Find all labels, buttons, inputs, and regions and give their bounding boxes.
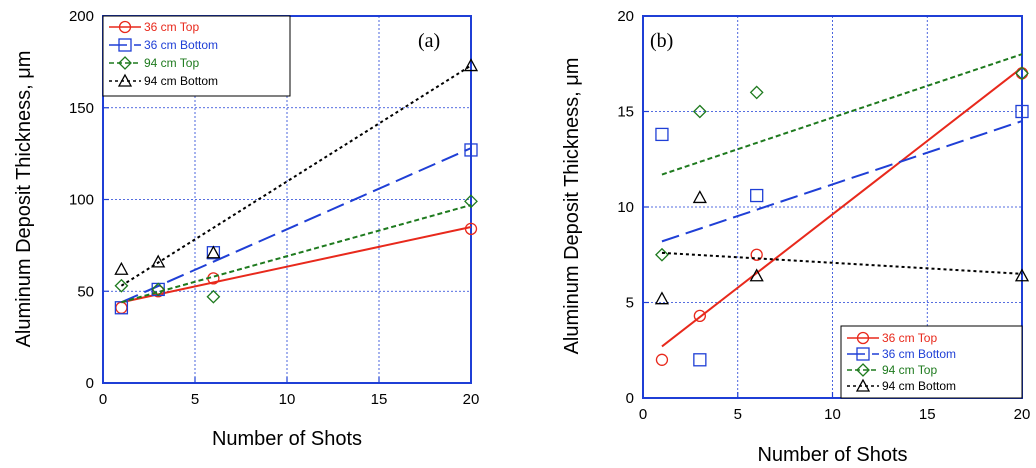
data-point: [693, 309, 706, 323]
x-tick-label: 20: [1014, 406, 1031, 423]
data-point: [151, 254, 166, 268]
series-94-cm-bottom: [114, 58, 479, 287]
data-point: [749, 85, 764, 100]
x-tick-label: 0: [99, 391, 107, 408]
data-point: [750, 248, 763, 261]
legend-label: 94 cm Top: [144, 56, 199, 70]
data-point: [749, 268, 764, 282]
legend-label: 94 cm Top: [882, 363, 937, 377]
legend-label: 36 cm Top: [882, 331, 937, 345]
fit-line: [661, 66, 1023, 348]
y-tick-label: 15: [617, 104, 634, 121]
fit-line: [661, 251, 1023, 275]
y-tick-label: 10: [617, 199, 634, 216]
x-tick-label: 10: [279, 391, 296, 408]
chart-panel-b: 0 5 10 15 20 0 5 10 15 20 Number of Shots Aluminum …: [561, 8, 1030, 466]
series-94-cm-top: [114, 194, 478, 304]
data-point: [463, 58, 479, 72]
fit-line: [121, 226, 472, 304]
y-tick-label: 200: [69, 8, 94, 25]
data-point: [464, 194, 478, 209]
legend-label: 94 cm Bottom: [882, 379, 956, 393]
y-axis-label: Aluminum Deposit Thickness, μm: [13, 51, 35, 348]
y-axis-label: Aluminum Deposit Thickness, μm: [561, 58, 583, 355]
panel-label: (b): [650, 30, 673, 52]
series-36-cm-top: [115, 222, 478, 314]
x-tick-label: 0: [639, 406, 647, 423]
legend-label: 36 cm Bottom: [882, 347, 956, 361]
legend-marker: [856, 363, 870, 377]
data-point: [692, 190, 707, 204]
data-point: [206, 246, 221, 260]
y-tick-label: 150: [69, 100, 94, 117]
fit-line: [120, 64, 472, 287]
legend-marker: [856, 331, 870, 345]
y-tick-label: 50: [77, 283, 94, 300]
legend-box: [102, 15, 291, 97]
series-94-cm-bottom: [654, 190, 1030, 305]
data-point: [655, 127, 669, 142]
legend-marker: [117, 73, 133, 87]
x-axis-label: Number of Shots: [757, 444, 907, 466]
y-tick-label: 5: [626, 295, 634, 312]
legend-label: 36 cm Bottom: [144, 38, 218, 52]
legend-marker: [118, 56, 132, 70]
x-tick-label: 10: [824, 406, 841, 423]
y-tick-label: 0: [626, 390, 634, 407]
data-point: [1014, 268, 1030, 282]
fit-line: [121, 204, 472, 304]
fit-line: [661, 53, 1023, 176]
series-94-cm-top: [655, 53, 1029, 262]
x-axis-label: Number of Shots: [212, 428, 362, 450]
x-tick-label: 5: [191, 391, 199, 408]
data-point: [693, 353, 707, 367]
data-point: [654, 291, 670, 305]
legend-marker: [118, 20, 132, 34]
fit-line: [661, 120, 1023, 243]
legend-label: 94 cm Bottom: [144, 74, 218, 88]
data-point: [692, 104, 707, 119]
data-point: [114, 278, 129, 293]
data-point: [464, 143, 478, 157]
series-36-cm-bottom: [655, 104, 1029, 367]
data-point: [206, 245, 221, 259]
data-point: [750, 188, 764, 203]
legend-label: 36 cm Top: [144, 20, 199, 34]
data-point: [655, 247, 669, 262]
legend: 36 cm Top 36 cm Bottom 94 cm Top 94 cm Bott…: [840, 325, 1023, 399]
legend-marker: [856, 347, 870, 361]
data-point: [1015, 66, 1029, 81]
fit-line: [120, 147, 472, 304]
panel-label: (a): [418, 30, 440, 52]
data-point: [1015, 104, 1029, 119]
x-tick-label: 15: [919, 406, 936, 423]
data-point: [464, 222, 478, 236]
x-tick-label: 5: [734, 406, 742, 423]
y-tick-label: 0: [86, 375, 94, 392]
data-point: [115, 301, 128, 314]
x-tick-label: 15: [371, 391, 388, 408]
series-36-cm-top: [655, 66, 1029, 366]
data-point: [206, 289, 221, 304]
legend-marker: [855, 378, 871, 392]
x-tick-label: 20: [463, 391, 480, 408]
legend: 36 cm Top 36 cm Bottom 94 cm Top 94 cm Bott…: [102, 15, 291, 97]
legend-marker: [118, 38, 132, 52]
data-point: [655, 353, 669, 366]
y-tick-label: 100: [69, 192, 94, 209]
y-tick-label: 20: [617, 8, 634, 25]
data-point: [114, 261, 129, 275]
data-point: [151, 282, 166, 297]
